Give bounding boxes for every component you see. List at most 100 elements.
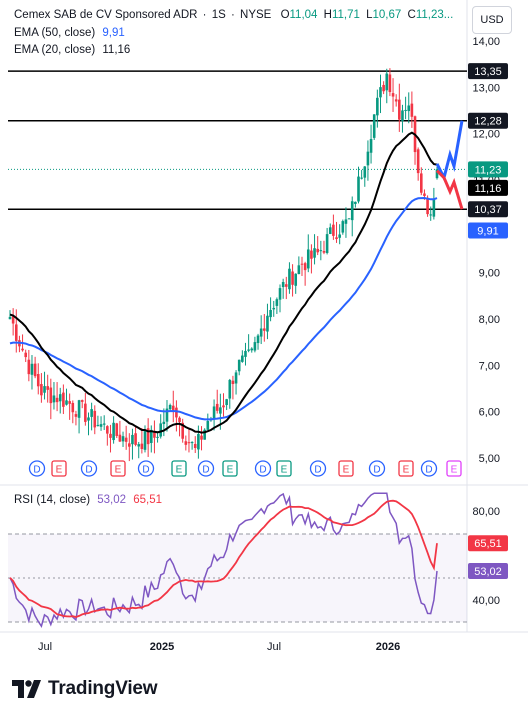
candle-body (341, 221, 345, 233)
earnings-marker-label: E (227, 465, 234, 476)
candle-body (21, 348, 24, 351)
ema-lines (9, 131, 438, 434)
candle-body (159, 423, 163, 437)
earnings-marker (51, 460, 67, 477)
price-axis-badge-label: 12,28 (474, 116, 502, 128)
candle-body (372, 114, 376, 138)
candle-body (124, 437, 128, 442)
candle-body (322, 251, 326, 253)
candle-body (212, 406, 216, 420)
candle-body (222, 405, 225, 408)
tradingview-logo[interactable]: TradingView (12, 678, 158, 700)
earnings-marker (446, 460, 462, 477)
candle-body (303, 263, 307, 271)
candle-body (328, 227, 332, 235)
candle-body (190, 442, 194, 444)
candle-body (306, 249, 310, 269)
dividend-marker (28, 460, 46, 477)
candle-body (234, 372, 238, 384)
ema50-label: EMA (50, close) (14, 27, 96, 39)
projection-paths[interactable] (435, 120, 464, 210)
candle-body (432, 199, 436, 217)
candle-body (131, 434, 134, 445)
candle-body (215, 403, 219, 411)
candle-body (231, 380, 235, 385)
earnings-marker-label: E (343, 465, 350, 476)
exchange-label: NYSE (240, 9, 272, 21)
candle-body (171, 405, 175, 410)
price-tick-label: 6,00 (479, 407, 500, 419)
ema50-value: 9,91 (102, 27, 125, 39)
candle-body (178, 417, 181, 422)
rsi-label: RSI (14, close) (14, 494, 91, 506)
low-value: 10,67 (372, 9, 402, 21)
candle-body (316, 248, 319, 253)
candle-body (62, 392, 65, 407)
earnings-marker (110, 460, 126, 477)
candle-body (134, 433, 137, 445)
candle-body (284, 284, 288, 287)
price-tick-label: 9,00 (479, 268, 500, 280)
candle-body (416, 149, 420, 174)
candle-body (49, 387, 53, 404)
low-label: L (366, 9, 373, 21)
symbol-name[interactable]: Cemex SAB de CV Sponsored ADR (14, 9, 198, 21)
candle-body (200, 435, 203, 440)
candle-body (106, 426, 109, 434)
candle-body (300, 263, 304, 265)
currency-button[interactable]: USD (472, 6, 512, 34)
candle-body (338, 234, 341, 238)
candle-body (40, 384, 43, 396)
candle-body (259, 328, 263, 337)
projection-down-path (435, 169, 464, 210)
ema20-label: EMA (20, close) (14, 44, 96, 56)
candle-body (77, 400, 81, 418)
candle-body (281, 282, 285, 288)
price-tick-label: 13,00 (472, 82, 500, 94)
candle-body (272, 307, 276, 310)
candle-body (102, 423, 106, 425)
candle-body (325, 234, 329, 253)
candle-body (344, 219, 348, 224)
earnings-marker-label: E (56, 465, 63, 476)
interval-label[interactable]: 1S (211, 9, 226, 21)
dividend-marker-label: D (373, 465, 380, 476)
candle-body (366, 151, 370, 166)
rsi-ma-value: 65,51 (133, 494, 163, 506)
horizontal-levels[interactable] (8, 70, 467, 210)
candle-body (181, 422, 184, 439)
price-labels: 13,35 12,28 11,23 11,16 10,37 9,91 65,51 53,02 (468, 63, 508, 580)
candle-body (379, 87, 382, 98)
candle-body (275, 299, 279, 306)
rsi-axis-badge-label: 65,51 (474, 538, 502, 550)
earnings-marker (338, 460, 354, 477)
candle-body (335, 237, 338, 240)
candle-body (115, 423, 119, 436)
candle-body (263, 328, 266, 331)
price-axis-badge (468, 201, 508, 218)
dividend-marker (137, 460, 155, 477)
close-label: C (407, 9, 416, 21)
rsi-ma-line (9, 499, 438, 618)
price-axis-badge-label: 9,91 (477, 226, 498, 238)
earnings-marker (222, 460, 238, 477)
ema50-legend[interactable]: EMA (50, close) 9,91 (14, 27, 125, 39)
candle-body (33, 363, 37, 377)
rsi-legend[interactable]: RSI (14, close) 53,02 65,51 (14, 494, 162, 506)
ema20-legend[interactable]: EMA (20, close) 11,16 (14, 44, 130, 56)
close-value: 11,23... (415, 9, 454, 21)
candle-body (310, 250, 313, 259)
candle-body (357, 176, 360, 202)
candle-body (146, 428, 150, 445)
candle-body (228, 379, 232, 399)
candle-body (118, 434, 122, 442)
candle-body (156, 436, 159, 438)
candle-body (36, 373, 40, 387)
rsi-tick-label: 80,00 (472, 506, 500, 518)
projection-up-path (435, 120, 464, 182)
candle-body (143, 430, 147, 450)
candle-body (128, 443, 131, 447)
candle-body (74, 414, 78, 417)
